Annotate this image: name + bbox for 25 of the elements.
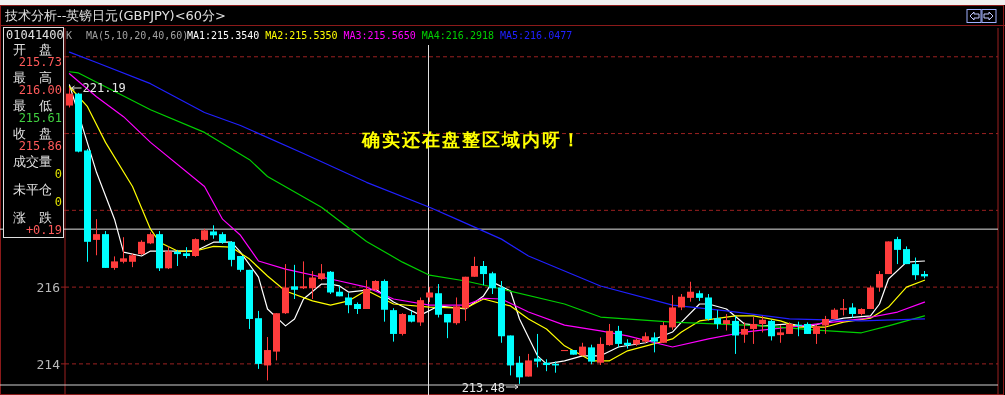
text: 216.00 xyxy=(18,83,62,97)
text: 未平仓 xyxy=(12,182,52,197)
text: 成交量 xyxy=(12,154,52,169)
text: MA2:215.5350 xyxy=(265,30,338,41)
annotation: K xyxy=(66,30,73,41)
text: MA5:216.0477 xyxy=(500,30,573,41)
text: 开 盘 xyxy=(12,42,52,57)
text: 215.61 xyxy=(18,111,62,125)
y-tick-label: 214 xyxy=(36,356,61,372)
text: 涨 跌 xyxy=(12,210,52,225)
text: +0.19 xyxy=(25,223,62,237)
text: 215.86 xyxy=(18,139,62,153)
text: 01041400 xyxy=(6,28,64,42)
text: 最 低 xyxy=(12,98,52,113)
text: 收 盘 xyxy=(12,126,52,141)
text: 215.73 xyxy=(18,55,62,69)
text: 0 xyxy=(54,167,62,181)
chart-title: 技术分析--英镑日元(GBPJPY)<60分> xyxy=(4,8,227,23)
annotation: 213.48 xyxy=(461,381,505,395)
text: 0 xyxy=(54,195,62,209)
text: MA1:215.3540 xyxy=(187,30,260,41)
y-tick-label: 216 xyxy=(36,280,60,296)
text: MA4:216.2918 xyxy=(421,30,494,41)
text: MA3:215.5650 xyxy=(343,30,416,41)
text: 最 高 xyxy=(12,70,52,85)
